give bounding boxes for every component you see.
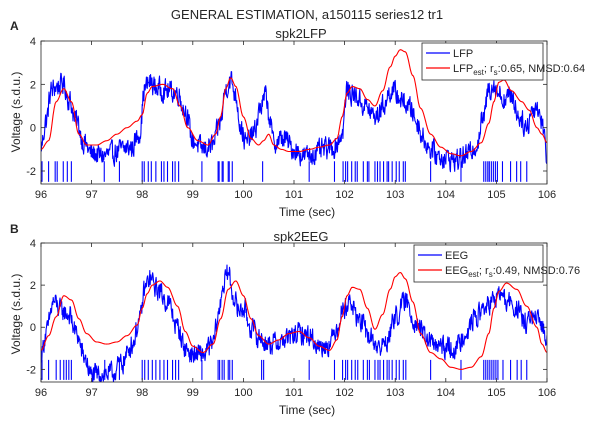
x-tick-label: 106 <box>538 387 556 399</box>
x-tick-label: 100 <box>234 189 252 201</box>
panel-label: B <box>10 222 19 236</box>
x-tick-label: 101 <box>285 387 303 399</box>
x-tick-labels: 96 97 98 99 100 101 102 103 104 105 106 <box>35 387 556 399</box>
legend-text-part: :0.65, NMSD:0.64 <box>498 63 585 75</box>
x-tick-label: 97 <box>85 387 97 399</box>
plot-area <box>40 242 548 383</box>
chart-title: spk2EEG <box>274 229 329 244</box>
figure-suptitle: GENERAL ESTIMATION, a150115 series12 tr1 <box>171 7 443 22</box>
x-tick-label: 106 <box>538 189 556 201</box>
legend-entry: EEGest; rs:0.49, NMSD:0.76 <box>445 265 580 279</box>
legend-text-part: est <box>468 270 479 279</box>
x-tick-label: 99 <box>187 189 199 201</box>
legend-text-part: LFP <box>453 48 473 60</box>
x-tick-label: 102 <box>335 189 353 201</box>
x-tick-label: 97 <box>85 189 97 201</box>
y-tick-label: 2 <box>30 79 36 91</box>
x-tick-label: 96 <box>35 387 47 399</box>
legend-text-part: s <box>494 68 498 77</box>
legend-text-part: ; r <box>479 265 489 277</box>
y-axis-label: Voltage (s.d.u.) <box>9 72 23 153</box>
y-tick-label: -2 <box>26 364 36 376</box>
x-tick-label: 104 <box>437 387 455 399</box>
data-layer <box>41 264 547 382</box>
x-tick-label: 105 <box>487 387 505 399</box>
panel-a: A spk2LFP Time (sec) Voltage (s.d.u.) 96… <box>9 19 585 219</box>
x-tick-label: 103 <box>386 387 404 399</box>
x-tick-label: 96 <box>35 189 47 201</box>
legend-text-part: est <box>473 68 484 77</box>
legend-text-part: EEG <box>445 250 468 262</box>
y-tick-label: 2 <box>30 280 36 292</box>
panel-b: B spk2EEG Time (sec) Voltage (s.d.u.) 96… <box>9 222 580 417</box>
panel-label: A <box>10 19 19 33</box>
legend-text-part: :0.49, NMSD:0.76 <box>493 265 580 277</box>
chart-title: spk2LFP <box>275 26 326 41</box>
x-tick-label: 99 <box>187 387 199 399</box>
y-tick-label: 4 <box>30 238 36 250</box>
series-line-eeg-est <box>41 271 547 370</box>
legend-entry: LFPest; rs:0.65, NMSD:0.64 <box>453 63 585 77</box>
y-tick-label: 0 <box>30 123 36 135</box>
legend-entry: EEG <box>445 250 468 262</box>
legend-box <box>413 244 544 283</box>
series-line-eeg <box>41 264 547 382</box>
x-tick-label: 102 <box>335 387 353 399</box>
y-tick-labels: -2 0 2 4 <box>26 36 36 178</box>
x-tick-label: 98 <box>136 387 148 399</box>
y-tick-labels: -2 0 2 4 <box>26 238 36 376</box>
x-tick-label: 105 <box>487 189 505 201</box>
x-axis-label: Time (sec) <box>279 403 335 417</box>
x-tick-labels: 96 97 98 99 100 101 102 103 104 105 106 <box>35 189 556 201</box>
y-tick-label: -2 <box>26 166 36 178</box>
x-tick-label: 103 <box>386 189 404 201</box>
series-line-lfp-est <box>41 49 547 157</box>
legend-box <box>421 42 544 81</box>
y-tick-label: 0 <box>30 322 36 334</box>
legend-text-part: LFP <box>453 63 473 75</box>
y-tick-label: 4 <box>30 36 36 48</box>
x-tick-label: 100 <box>234 387 252 399</box>
spike-raster <box>41 161 528 182</box>
y-axis-label: Voltage (s.d.u.) <box>9 274 23 355</box>
legend-text-part: ; r <box>484 63 494 75</box>
legend-text-part: s <box>489 270 493 279</box>
plot-area <box>40 40 548 185</box>
data-layer <box>41 49 547 182</box>
x-tick-label: 98 <box>136 189 148 201</box>
x-tick-label: 104 <box>437 189 455 201</box>
spike-raster <box>41 359 528 380</box>
x-tick-label: 101 <box>285 189 303 201</box>
legend-text-part: EEG <box>445 265 468 277</box>
legend-entry: LFP <box>453 48 473 60</box>
x-axis-label: Time (sec) <box>279 205 335 219</box>
